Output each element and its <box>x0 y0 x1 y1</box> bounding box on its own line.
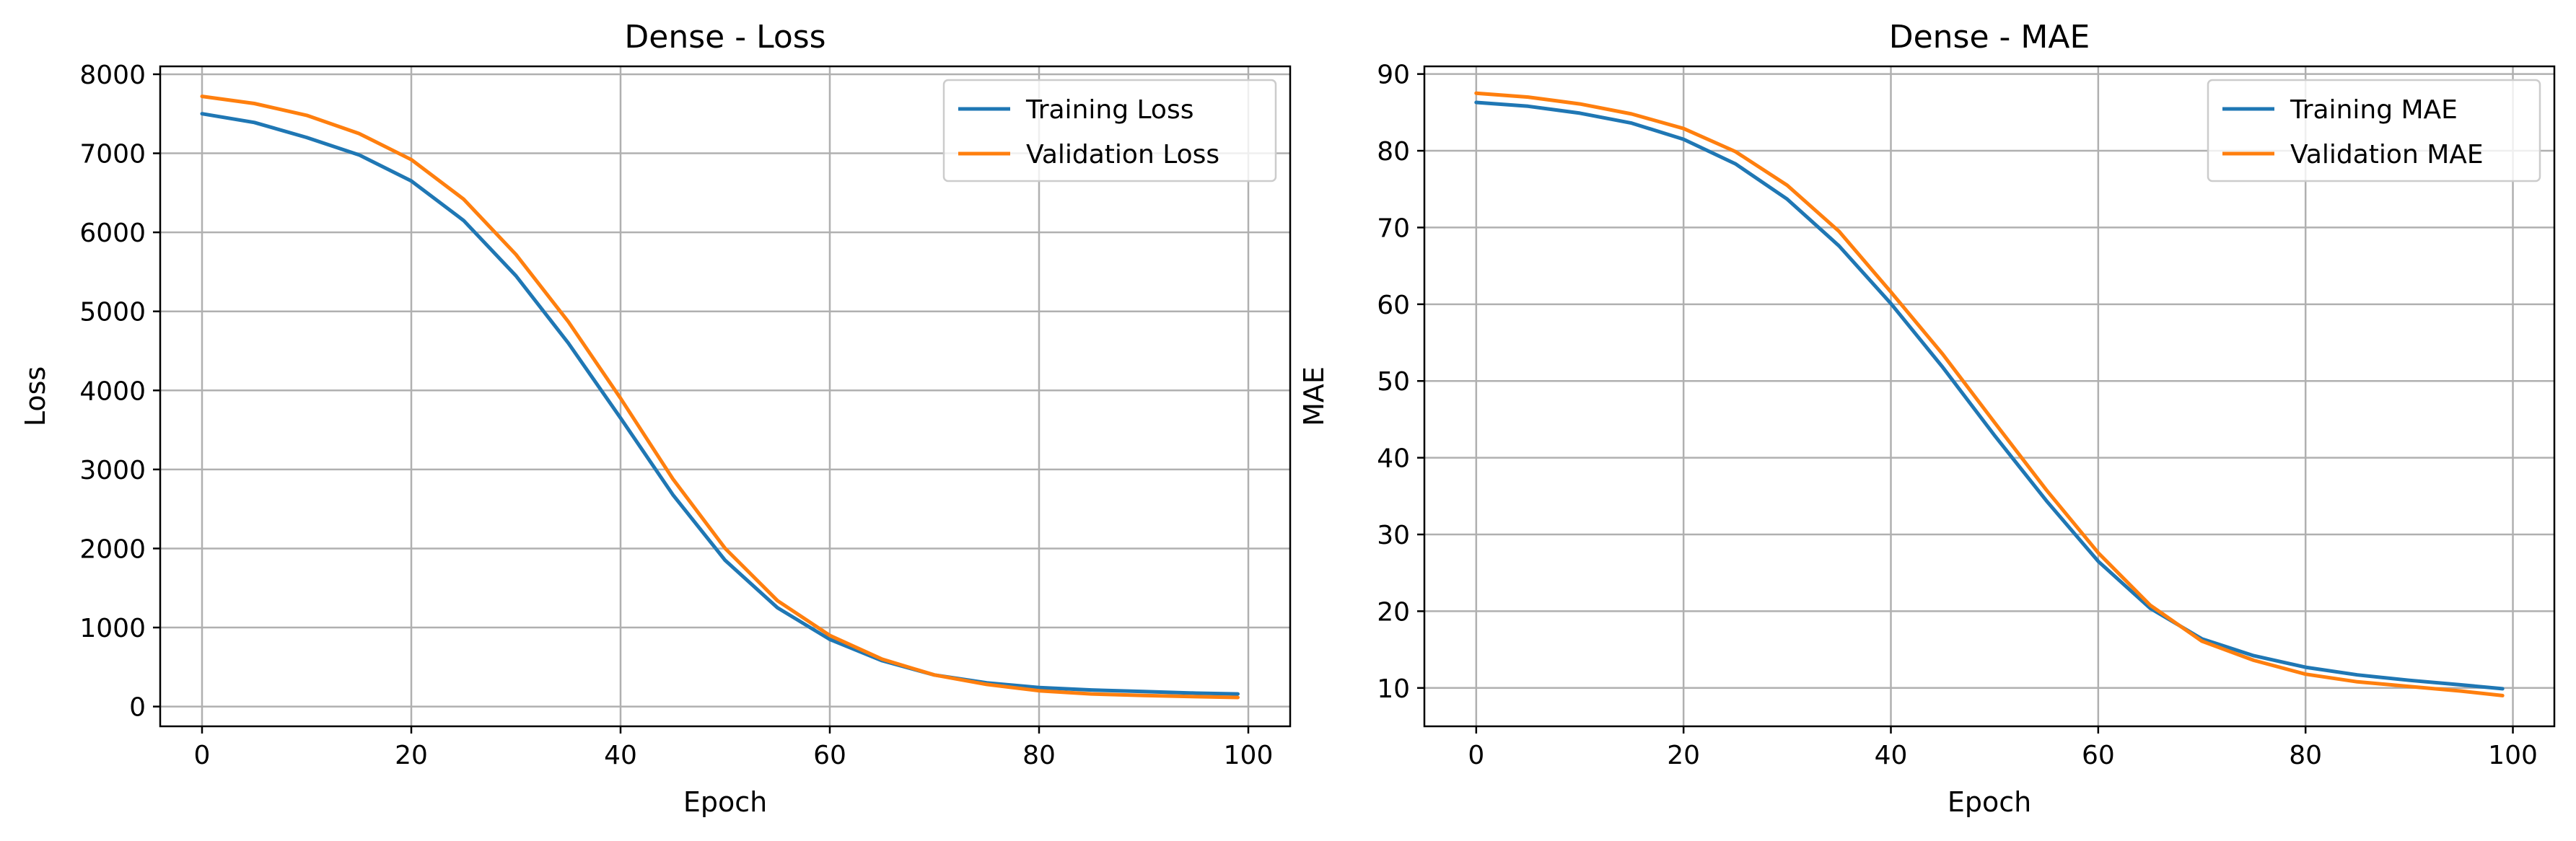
series-line <box>200 94 1240 700</box>
y-axis-label: MAE <box>1298 366 1330 426</box>
y-tick-label: 10 <box>1377 674 1410 704</box>
x-tick-label: 0 <box>1468 741 1484 770</box>
x-tick-label: 40 <box>1875 741 1908 770</box>
x-axis-label: Epoch <box>1948 786 2031 818</box>
x-tick-label: 0 <box>194 741 211 770</box>
y-tick-label: 0 <box>129 693 146 723</box>
legend-label: Training MAE <box>2290 95 2458 125</box>
ticks: 0 20 40 60 80 100 10 20 30 40 50 60 70 80 90 <box>1377 61 2538 770</box>
x-tick-label: 20 <box>1667 741 1700 770</box>
legend-label: Training Loss <box>1025 95 1193 125</box>
legend-label: Validation Loss <box>1026 140 1219 169</box>
y-tick-label: 1000 <box>79 614 146 643</box>
ticks: 0 20 40 60 80 1000100020003000400050006000700… <box>79 61 1273 770</box>
x-tick-label: 20 <box>395 741 428 770</box>
x-tick-label: 80 <box>2289 741 2322 770</box>
mae-chart: Dense - MAE Epoch MAE 0 20 40 60 80 100 10 20 30… <box>1298 19 2556 818</box>
y-tick-label: 90 <box>1377 61 1410 90</box>
y-tick-label: 2000 <box>79 534 146 564</box>
y-tick-label: 60 <box>1377 291 1410 320</box>
chart-title: Dense - Loss <box>624 19 825 56</box>
y-tick-label: 50 <box>1377 367 1410 397</box>
y-tick-label: 80 <box>1377 137 1410 167</box>
y-tick-label: 8000 <box>79 61 146 90</box>
y-tick-label: 5000 <box>79 298 146 327</box>
y-tick-label: 4000 <box>79 377 146 406</box>
plot-frame <box>159 65 1292 728</box>
series-line <box>1474 91 2505 697</box>
y-tick-label: 30 <box>1377 521 1410 550</box>
y-axis-label: Loss <box>19 366 51 426</box>
series-line <box>200 112 1240 696</box>
series-group <box>1474 91 2505 697</box>
x-tick-label: 100 <box>1224 741 1274 770</box>
series-group <box>200 94 1240 700</box>
y-tick-label: 40 <box>1377 444 1410 474</box>
x-tick-label: 60 <box>813 741 846 770</box>
y-tick-label: 20 <box>1377 597 1410 627</box>
y-tick-label: 6000 <box>79 219 146 248</box>
loss-chart: Dense - Loss Epoch Loss 0 20 40 60 80 1000100… <box>19 19 1292 818</box>
legend-box <box>2207 79 2541 182</box>
legend-box <box>942 79 1277 182</box>
x-tick-label: 100 <box>2488 741 2538 770</box>
legend: Training Loss Validation Loss <box>942 79 1277 182</box>
plot-frame <box>1423 65 2556 728</box>
x-tick-label: 40 <box>604 741 637 770</box>
x-tick-label: 60 <box>2082 741 2115 770</box>
y-tick-label: 70 <box>1377 213 1410 243</box>
y-tick-label: 7000 <box>79 140 146 169</box>
legend: Training MAE Validation MAE <box>2207 79 2541 182</box>
x-tick-label: 80 <box>1022 741 1056 770</box>
x-axis-label: Epoch <box>683 786 767 818</box>
series-line <box>1474 100 2505 691</box>
chart-title: Dense - MAE <box>1889 19 2090 56</box>
legend-label: Validation MAE <box>2290 140 2484 169</box>
y-tick-label: 3000 <box>79 456 146 485</box>
